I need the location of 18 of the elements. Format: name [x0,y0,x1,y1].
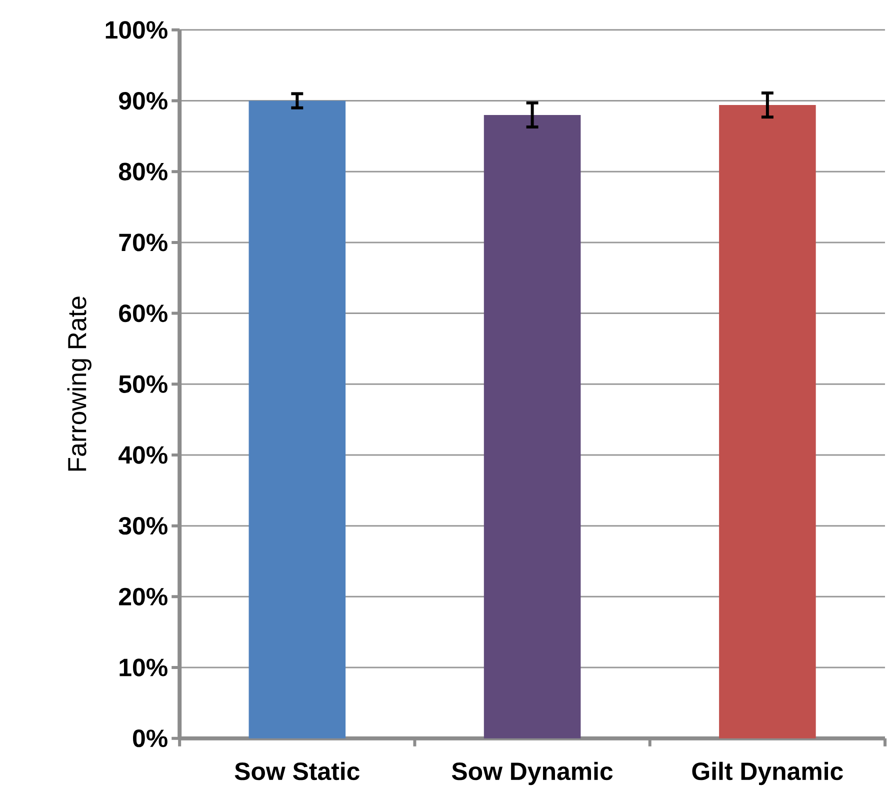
bar [248,100,346,738]
y-tick-label: 50% [118,375,168,393]
y-axis-title: Farrowing Rate [67,296,92,471]
x-tick-label: Sow Static [234,762,360,780]
x-tick-label: Gilt Dynamic [692,762,843,785]
y-tick-label: 80% [118,162,168,180]
y-tick-label: 40% [118,446,168,464]
bar [484,114,581,738]
y-tick-label: 70% [119,234,168,252]
y-tick-label: 100% [106,21,168,39]
y-tick-label: 0% [133,729,168,748]
y-tick-label: 30% [118,516,168,535]
x-tick-label: Sow Dynamic [452,762,613,785]
y-tick-label: 90% [119,92,168,110]
bar [719,104,816,738]
y-tick-label: 10% [120,658,168,676]
y-tick-label: 20% [119,588,168,606]
y-tick-label: 60% [119,304,168,322]
